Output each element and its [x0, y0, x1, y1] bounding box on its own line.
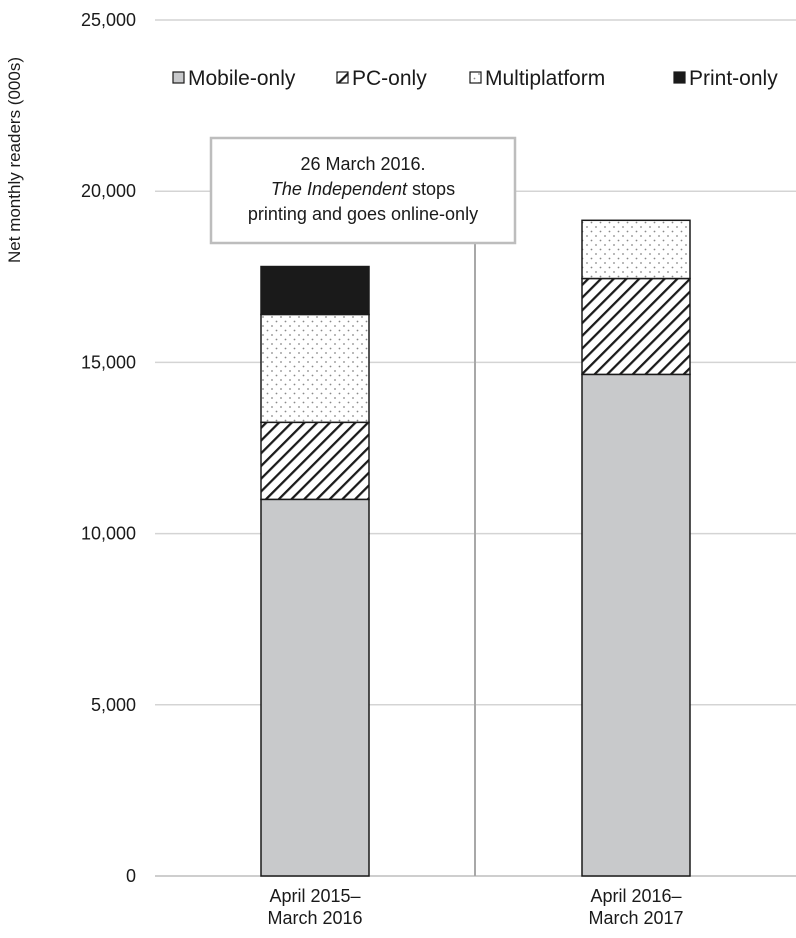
y-tick-label: 10,000 [81, 524, 136, 544]
annotation-box [209, 136, 517, 245]
y-tick-label: 25,000 [81, 10, 136, 30]
bar-segment-multiplatform [581, 219, 691, 280]
annotation: 26 March 2016. The Independent stops print… [209, 136, 517, 245]
legend-label: Multiplatform [485, 67, 605, 90]
bar-segment-print-only [260, 265, 370, 316]
legend-swatch [336, 71, 349, 84]
legend-swatch [172, 71, 185, 84]
bar-segment-multiplatform [260, 313, 370, 424]
y-axis-title: Net monthly readers (000s) [5, 57, 24, 263]
annotation-line: The Independent stops [271, 179, 455, 199]
x-tick-label: March 2017 [588, 908, 683, 928]
bars [260, 219, 691, 877]
x-tick-label: March 2016 [267, 908, 362, 928]
legend-label: PC-only [352, 67, 427, 90]
legend-label: Print-only [689, 67, 778, 90]
y-tick-label: 20,000 [81, 181, 136, 201]
legend-label: Mobile-only [188, 67, 296, 90]
x-tick-label: April 2015– [269, 886, 360, 906]
annotation-line: printing and goes online-only [248, 204, 478, 224]
bar-segment-pc-only [260, 421, 370, 501]
bar-segment-mobile-only [581, 373, 691, 877]
legend-swatch [469, 71, 482, 84]
y-tick-label: 5,000 [91, 695, 136, 715]
legend-swatch [673, 71, 686, 84]
y-tick-label: 0 [126, 866, 136, 886]
bar-segment-mobile-only [260, 498, 370, 877]
legend: Mobile-only PC-only Multiplatform Print-onl… [172, 67, 778, 90]
y-tick-label: 15,000 [81, 352, 136, 372]
bar-segment-pc-only [581, 277, 691, 376]
x-tick-label: April 2016– [590, 886, 681, 906]
annotation-line: 26 March 2016. [300, 154, 425, 174]
